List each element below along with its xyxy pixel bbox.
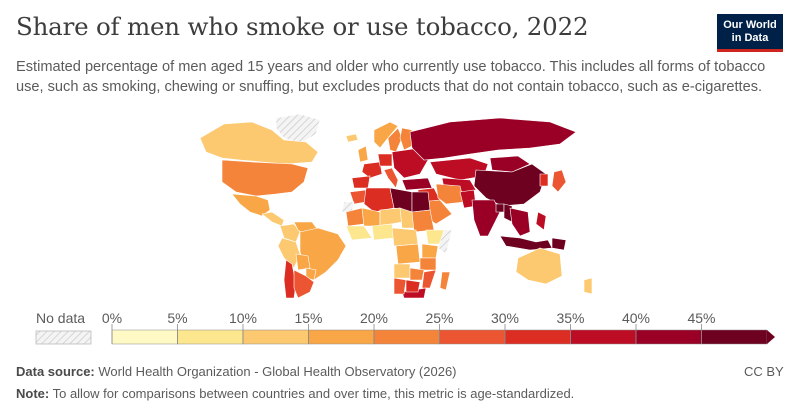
legend-arrow-tip: [767, 330, 775, 344]
region-madagascar[interactable]: [439, 271, 451, 291]
legend-bin-20-25[interactable]: [373, 329, 440, 345]
data-source: Data source: World Health Organization -…: [16, 364, 457, 379]
region-mozambique[interactable]: [421, 269, 437, 289]
region-colombia[interactable]: [279, 223, 301, 243]
legend-tick-label: 25%: [425, 310, 453, 326]
region-mongolia[interactable]: [489, 155, 531, 173]
legend-bin-15-20[interactable]: [308, 329, 375, 345]
legend-tick-label: 30%: [491, 310, 519, 326]
region-papua-new-guinea[interactable]: [551, 237, 567, 251]
legend-tick-label: 10%: [229, 310, 257, 326]
region-angola[interactable]: [393, 263, 411, 279]
legend-no-data-swatch: [35, 330, 92, 345]
legend-tick-label: 15%: [294, 310, 322, 326]
legend-tick-label: 20%: [360, 310, 388, 326]
region-india[interactable]: [471, 199, 501, 237]
legend-tick-label: 0%: [102, 310, 122, 326]
chart-note: Note: To allow for comparisons between c…: [16, 386, 574, 401]
region-nigeria[interactable]: [371, 223, 395, 241]
region-kenya[interactable]: [421, 243, 439, 259]
legend-ticks: 0% 5% 10% 15% 20% 25% 30% 35% 40% 45%: [102, 310, 716, 344]
region-bangladesh[interactable]: [495, 203, 505, 213]
license-link[interactable]: CC BY: [744, 364, 784, 379]
legend-bin-0-5[interactable]: [111, 329, 178, 345]
legend-bin-10-15[interactable]: [242, 329, 309, 345]
note-label: Note:: [16, 386, 50, 401]
owid-logo[interactable]: Our World in Data: [717, 14, 783, 52]
legend-bin-5-10[interactable]: [177, 329, 244, 345]
region-greenland[interactable]: [275, 113, 321, 145]
region-indonesia[interactable]: [499, 235, 553, 251]
legend-tick-label: 35%: [556, 310, 584, 326]
region-zambia[interactable]: [409, 267, 425, 281]
legend-bin-45-50[interactable]: [701, 329, 768, 345]
region-bolivia[interactable]: [295, 253, 311, 271]
data-source-text: World Health Organization - Global Healt…: [94, 364, 457, 379]
legend-bins: [111, 329, 775, 345]
region-italy[interactable]: [383, 167, 399, 189]
region-turkey[interactable]: [401, 177, 433, 191]
legend-bin-30-35[interactable]: [504, 329, 571, 345]
region-paraguay[interactable]: [305, 267, 317, 281]
region-southeast-asia[interactable]: [509, 207, 531, 237]
region-botswana[interactable]: [405, 279, 421, 293]
legend-tick-label: 40%: [622, 310, 650, 326]
chart-title: Share of men who smoke or use tobacco, 2…: [16, 12, 589, 41]
region-canada[interactable]: [199, 121, 319, 165]
color-legend: No data 0% 5% 10% 15% 20% 25% 30% 35% 40% 45%: [35, 310, 775, 345]
legend-bin-40-45[interactable]: [635, 329, 702, 345]
region-spain[interactable]: [351, 175, 371, 189]
region-chile[interactable]: [283, 259, 297, 298]
region-algeria[interactable]: [363, 187, 395, 213]
region-iran[interactable]: [435, 183, 465, 205]
region-west-africa[interactable]: [345, 225, 373, 241]
region-germany[interactable]: [377, 153, 393, 167]
data-source-label: Data source:: [16, 364, 95, 379]
region-tanzania[interactable]: [419, 257, 437, 271]
region-dr-congo[interactable]: [395, 243, 421, 265]
legend-tick-label: 45%: [687, 310, 715, 326]
region-namibia[interactable]: [393, 277, 407, 295]
legend-bin-35-40[interactable]: [570, 329, 637, 345]
region-sweden[interactable]: [387, 127, 403, 153]
region-china[interactable]: [473, 163, 547, 207]
region-iceland[interactable]: [345, 133, 359, 143]
region-russia[interactable]: [409, 117, 577, 161]
region-united-states[interactable]: [221, 159, 309, 197]
world-map: [199, 113, 593, 298]
legend-bin-25-30[interactable]: [439, 329, 506, 345]
chart-subtitle: Estimated percentage of men aged 15 year…: [16, 59, 766, 95]
region-peru[interactable]: [277, 237, 301, 269]
logo-line-2: in Data: [731, 32, 769, 44]
logo-accent-bar: [717, 49, 783, 52]
logo-line-1: Our World: [723, 19, 777, 31]
region-central-africa[interactable]: [391, 227, 419, 247]
legend-tick-label: 5%: [167, 310, 187, 326]
region-australia[interactable]: [515, 247, 563, 285]
region-mexico[interactable]: [231, 193, 271, 217]
region-egypt[interactable]: [411, 191, 431, 213]
legend-no-data-label: No data: [36, 310, 85, 326]
region-france[interactable]: [361, 161, 383, 179]
region-korea[interactable]: [539, 173, 549, 187]
region-united-kingdom[interactable]: [357, 145, 369, 163]
region-somalia[interactable]: [437, 229, 453, 255]
region-sudan[interactable]: [411, 209, 435, 233]
note-text: To allow for comparisons between countri…: [49, 386, 575, 401]
region-central-america[interactable]: [261, 211, 285, 227]
region-niger[interactable]: [379, 207, 403, 227]
region-philippines[interactable]: [535, 211, 547, 231]
region-new-zealand[interactable]: [583, 277, 593, 295]
region-finland[interactable]: [399, 127, 413, 151]
map-regions: [199, 113, 593, 298]
region-argentina[interactable]: [293, 269, 315, 298]
region-japan[interactable]: [551, 169, 567, 193]
